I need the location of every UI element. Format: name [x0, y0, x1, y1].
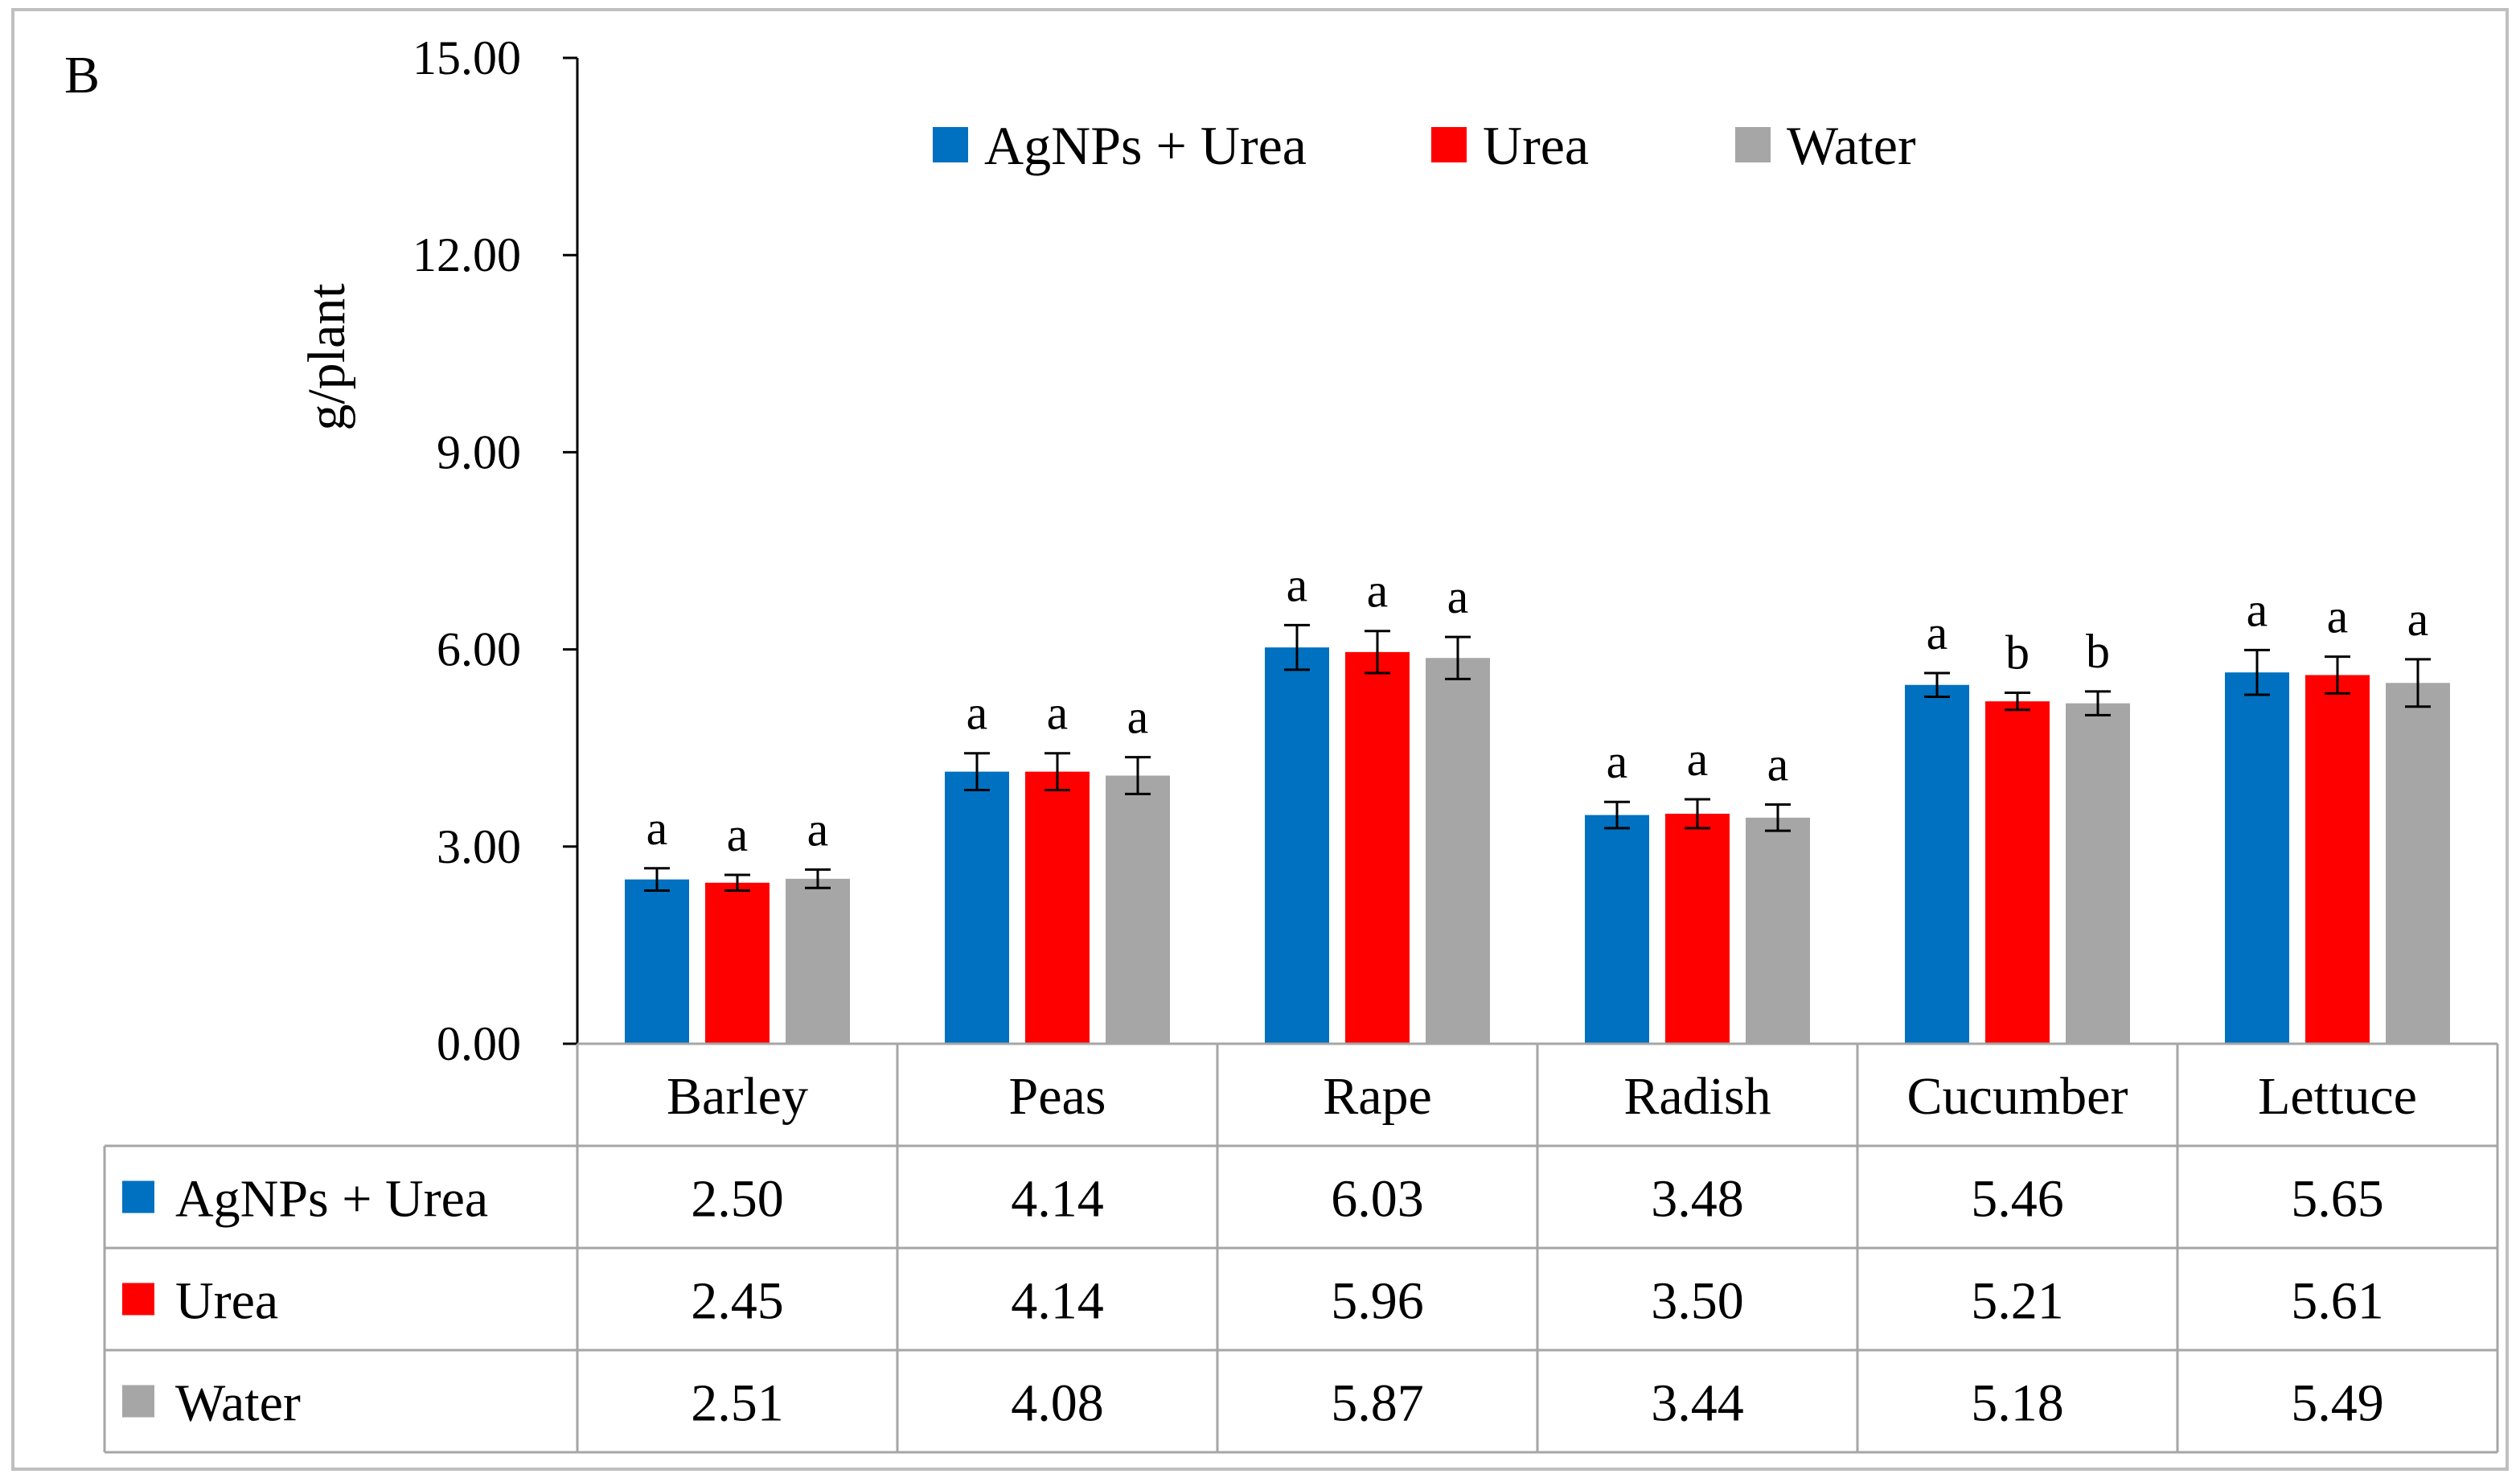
- table-cell-value: 5.65: [2291, 1170, 2384, 1229]
- bar: [2386, 683, 2450, 1044]
- significance-letter: a: [1927, 606, 1948, 659]
- legend-label: Urea: [1483, 115, 1589, 176]
- bar: [705, 882, 770, 1044]
- table-cell-value: 3.44: [1651, 1374, 1744, 1433]
- table-cell-value: 3.50: [1651, 1272, 1744, 1331]
- bar: [1905, 684, 1969, 1044]
- figure-border: [11, 8, 2509, 1471]
- significance-letter: a: [2327, 590, 2349, 643]
- table-cell-value: 5.96: [1331, 1272, 1424, 1331]
- table-legend-swatch: [122, 1180, 154, 1213]
- bar: [1426, 658, 1490, 1044]
- y-tick-label: 12.00: [412, 228, 521, 281]
- x-category-label: Peas: [1009, 1067, 1106, 1126]
- y-axis-ticks: 0.00 3.00 6.00 9.00 12.00 15.00: [412, 31, 577, 1070]
- significance-letter: a: [1687, 733, 1709, 786]
- table-cell-value: 3.48: [1651, 1170, 1744, 1229]
- y-tick-label: 3.00: [437, 820, 521, 873]
- table-cell-value: 5.49: [2291, 1374, 2384, 1433]
- y-tick-label: 9.00: [437, 425, 521, 478]
- table-cell-value: 5.46: [1971, 1170, 2064, 1229]
- table-cell-value: 5.18: [1971, 1374, 2064, 1433]
- table-cell-value: 2.50: [691, 1170, 784, 1229]
- x-category-label: Rape: [1323, 1067, 1432, 1126]
- significance-letter: a: [1447, 570, 1469, 623]
- legend-label: AgNPs + Urea: [984, 115, 1307, 176]
- significance-letter: a: [2407, 593, 2429, 646]
- table-cell-value: 4.08: [1011, 1374, 1104, 1433]
- bar: [1025, 771, 1090, 1044]
- bar: [945, 771, 1009, 1044]
- significance-letter: a: [967, 687, 988, 740]
- table-series-name: Urea: [175, 1272, 278, 1331]
- x-category-label: Barley: [667, 1067, 808, 1126]
- bar: [1665, 813, 1730, 1044]
- significance-labels: a a a a a a a a a a a a a b b a a a: [646, 558, 2429, 861]
- significance-letter: a: [1767, 737, 1789, 790]
- table-cell-value: 4.14: [1011, 1170, 1104, 1229]
- bar: [1106, 775, 1170, 1044]
- significance-letter: a: [2247, 583, 2268, 636]
- y-axis-title: g/plant: [298, 283, 356, 430]
- significance-letter: b: [2086, 625, 2110, 678]
- significance-letter: a: [807, 803, 829, 856]
- bar: [2225, 672, 2289, 1044]
- panel-label: B: [64, 46, 100, 105]
- table-legend-swatch: [122, 1283, 154, 1316]
- significance-letter: b: [2005, 626, 2030, 679]
- legend: AgNPs + Urea Urea Water: [933, 115, 1916, 176]
- significance-letter: a: [727, 808, 749, 861]
- table-cell-value: 6.03: [1331, 1170, 1424, 1229]
- significance-letter: a: [1367, 564, 1389, 618]
- significance-letter: a: [1047, 687, 1069, 740]
- bar: [2305, 675, 2370, 1044]
- table-cell-value: 4.14: [1011, 1272, 1104, 1331]
- y-tick-label: 0.00: [437, 1017, 521, 1070]
- x-category-label: Cucumber: [1907, 1067, 2128, 1126]
- table-cell-value: 5.87: [1331, 1374, 1424, 1433]
- bar: [786, 878, 850, 1044]
- data-table: Barley Peas Rape Radish Cucumber Lettuce AgNPs…: [103, 1042, 2499, 1454]
- significance-letter: a: [1127, 691, 1149, 744]
- bar: [625, 879, 689, 1044]
- legend-label: Water: [1787, 115, 1916, 176]
- bar: [1345, 651, 1410, 1044]
- bar: [1265, 647, 1329, 1044]
- bar: [1985, 701, 2050, 1044]
- table-series-name: Water: [175, 1374, 301, 1433]
- legend-swatch: [1431, 127, 1467, 162]
- significance-letter: a: [646, 802, 668, 855]
- table-cell-value: 5.61: [2291, 1272, 2384, 1331]
- bar: [1585, 815, 1649, 1044]
- y-tick-label: 15.00: [412, 31, 521, 84]
- table-cell-value: 5.21: [1971, 1272, 2064, 1331]
- legend-swatch: [1735, 127, 1771, 162]
- x-category-label: Radish: [1623, 1067, 1771, 1126]
- error-bars: [644, 623, 2431, 893]
- table-cell-value: 2.45: [691, 1272, 784, 1331]
- legend-swatch: [933, 127, 968, 162]
- x-category-label: Lettuce: [2258, 1067, 2417, 1126]
- significance-letter: a: [1607, 735, 1628, 788]
- table-cell-value: 2.51: [691, 1374, 784, 1433]
- bar: [1746, 817, 1810, 1044]
- bars: [625, 647, 2450, 1044]
- table-legend-swatch: [122, 1385, 154, 1418]
- bar: [2066, 703, 2130, 1044]
- table-series-name: AgNPs + Urea: [175, 1170, 488, 1229]
- y-tick-label: 6.00: [437, 623, 521, 676]
- significance-letter: a: [1287, 558, 1308, 611]
